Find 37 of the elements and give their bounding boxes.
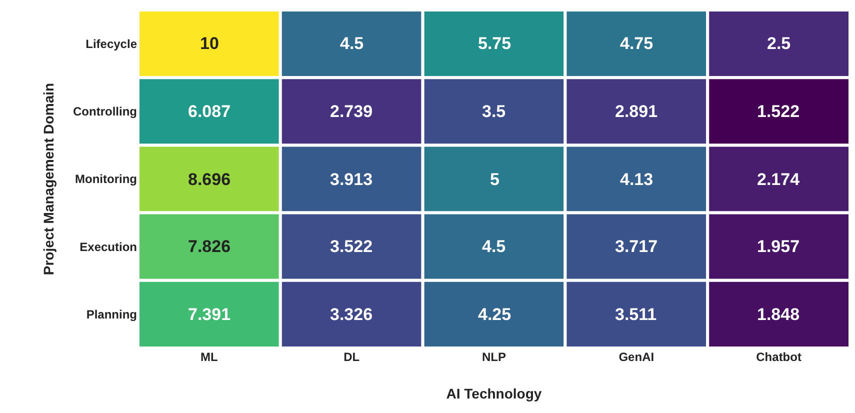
x-tick-label: NLP — [482, 350, 506, 364]
data-label: 4.5 — [482, 237, 506, 256]
data-label: 2.5 — [767, 34, 791, 53]
data-label: 1.522 — [757, 102, 800, 121]
data-label: 7.826 — [188, 237, 231, 256]
data-label: 8.696 — [188, 170, 231, 189]
y-tick-label: Planning — [86, 307, 137, 322]
data-label: 5 — [490, 170, 500, 189]
data-label: 3.326 — [330, 305, 373, 324]
data-label: 6.087 — [188, 102, 231, 121]
x-tick-label: GenAI — [618, 350, 654, 364]
data-label: 4.5 — [340, 34, 364, 53]
x-tick-label: ML — [200, 350, 218, 364]
data-label: 3.522 — [330, 237, 373, 256]
y-tick-label: Execution — [80, 240, 137, 254]
data-label: 4.25 — [478, 305, 512, 324]
y-tick-label: Monitoring — [75, 172, 137, 186]
data-label: 2.174 — [757, 170, 800, 189]
data-label: 2.739 — [330, 102, 373, 121]
data-label: 3.511 — [615, 305, 657, 324]
y-tick-label: Controlling — [73, 104, 137, 119]
data-label: 3.5 — [482, 102, 506, 121]
data-label: 7.391 — [188, 305, 231, 324]
x-tick-label: Chatbot — [756, 350, 802, 364]
x-axis-title: AI Technology — [446, 385, 542, 402]
data-label: 4.13 — [620, 170, 654, 189]
data-label: 1.957 — [757, 237, 800, 256]
data-label: 5.75 — [478, 34, 512, 53]
x-tick-label: DL — [344, 350, 360, 364]
data-label: 10 — [200, 34, 219, 53]
y-axis-title: Project Management Domain — [40, 82, 57, 276]
y-tick-label: Lifecycle — [86, 37, 138, 51]
data-label: 3.717 — [615, 237, 658, 256]
data-label: 1.848 — [757, 305, 800, 324]
data-label: 3.913 — [330, 170, 373, 189]
data-label: 4.75 — [620, 34, 654, 53]
data-label: 2.891 — [615, 102, 658, 121]
